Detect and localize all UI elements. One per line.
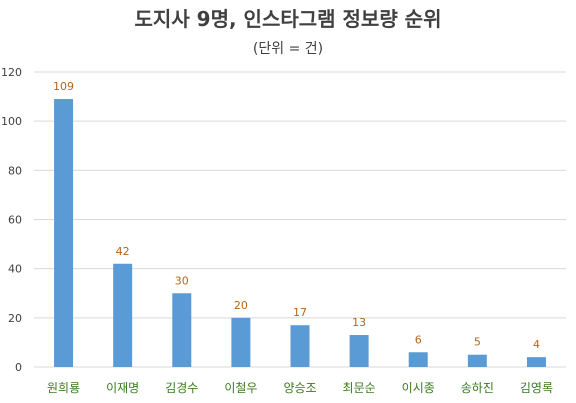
x-tick-label: 김경수 (165, 381, 198, 395)
bar (526, 357, 546, 367)
bar (172, 293, 192, 367)
chart-subtitle: (단위 = 건) (253, 41, 323, 57)
data-label: 17 (293, 306, 307, 319)
x-tick-label: 최문순 (343, 381, 376, 395)
x-tick-label: 이철우 (224, 381, 257, 395)
bar (408, 352, 428, 367)
data-label: 6 (415, 333, 422, 346)
bar (349, 335, 369, 367)
data-label: 5 (474, 336, 481, 349)
x-tick-label: 김영록 (520, 381, 553, 395)
y-tick-label: 80 (8, 164, 22, 177)
chart-title: 도지사 9명, 인스타그램 정보량 순위 (135, 7, 442, 31)
x-axis-ticks: 원희룡 이재명 김경수 이철우 양승조 최문순 이시종 송하진 김영록 (47, 381, 553, 395)
data-label: 109 (53, 80, 74, 93)
x-tick-label: 이재명 (106, 381, 139, 395)
data-label: 13 (352, 316, 366, 329)
y-axis-ticks: 0 20 40 60 80 100 120 (1, 66, 22, 374)
y-tick-label: 120 (1, 66, 22, 79)
bars (54, 99, 546, 368)
y-tick-label: 60 (8, 214, 22, 227)
bar (467, 354, 487, 367)
x-tick-label: 양승조 (283, 381, 316, 395)
bar (231, 317, 251, 367)
y-tick-label: 100 (1, 115, 22, 128)
x-tick-label: 송하진 (461, 381, 494, 395)
y-tick-label: 40 (8, 263, 22, 276)
data-label: 30 (175, 274, 189, 287)
y-tick-label: 0 (15, 361, 22, 374)
bar (54, 99, 74, 368)
bar (290, 325, 310, 367)
y-tick-label: 20 (8, 312, 22, 325)
data-label: 42 (116, 245, 130, 258)
data-label: 4 (533, 338, 540, 351)
data-label: 20 (234, 299, 248, 312)
bar (113, 263, 133, 367)
x-tick-label: 이시종 (402, 381, 435, 395)
data-labels: 109 42 30 20 17 13 6 5 4 (53, 80, 540, 351)
x-tick-label: 원희룡 (47, 381, 80, 395)
